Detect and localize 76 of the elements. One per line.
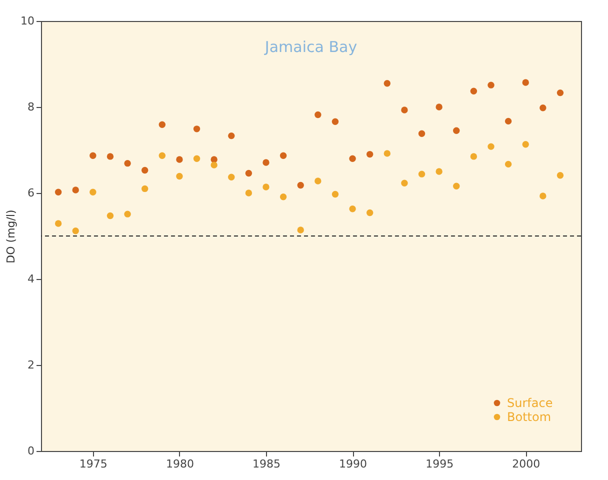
- point: [90, 188, 96, 196]
- point: [556, 89, 564, 96]
- point: [504, 118, 512, 125]
- point: [384, 150, 391, 157]
- point: [280, 152, 287, 159]
- y-tick-label: 4: [28, 272, 34, 286]
- point: [54, 220, 62, 227]
- point: [453, 127, 460, 134]
- point: [210, 162, 218, 168]
- x-tick-label: 1995: [426, 458, 454, 470]
- point: [314, 111, 322, 118]
- point: [72, 186, 79, 194]
- point: [436, 168, 442, 175]
- point: [262, 184, 270, 190]
- point: [332, 190, 339, 198]
- y-tick-label: 0: [28, 444, 34, 458]
- y-axis-title: DO (mg/l): [4, 210, 18, 264]
- point: [193, 126, 200, 132]
- text: Jamaica Bay: [264, 38, 358, 56]
- point: [106, 153, 114, 160]
- y-tick-label: 6: [28, 186, 34, 200]
- point: [176, 172, 183, 180]
- point: [488, 82, 494, 88]
- x-tick-label: 1975: [79, 458, 108, 470]
- point: [522, 141, 529, 148]
- point: [297, 226, 304, 234]
- point: [158, 121, 166, 128]
- point: [176, 156, 183, 163]
- point: [540, 192, 546, 200]
- x-tick-label: 1985: [252, 458, 280, 470]
- point: [332, 118, 339, 125]
- y-tick-label: 8: [28, 100, 34, 114]
- point: [401, 180, 408, 186]
- point: [262, 159, 270, 166]
- point: [436, 104, 442, 110]
- point: [245, 170, 252, 177]
- point: [280, 194, 287, 200]
- legend-label: Bottom: [507, 410, 552, 424]
- point: [384, 80, 391, 87]
- point: [228, 132, 235, 140]
- point: [158, 152, 166, 159]
- point: [349, 155, 356, 162]
- point: [72, 227, 79, 234]
- point: [366, 150, 374, 158]
- point: [401, 106, 408, 114]
- point: [349, 206, 356, 212]
- point: [54, 188, 62, 196]
- point: [210, 156, 218, 163]
- point: [297, 182, 304, 189]
- point: [488, 143, 494, 150]
- point: [106, 212, 114, 220]
- point: [556, 172, 564, 179]
- legend-label: Surface: [507, 396, 553, 410]
- y-tick-label: 2: [28, 358, 34, 372]
- point: [418, 170, 426, 178]
- point: [141, 185, 148, 192]
- y-tick-label: 10: [20, 14, 34, 28]
- x-tick-label: 2000: [512, 458, 540, 470]
- point: [124, 210, 131, 218]
- point: [314, 178, 322, 184]
- x-tick-label: 1980: [166, 458, 194, 470]
- point: [453, 182, 460, 190]
- point: [245, 190, 252, 196]
- point: [193, 155, 200, 162]
- x-tick-label: 1990: [339, 458, 368, 470]
- point: [124, 160, 131, 167]
- point: [228, 174, 235, 180]
- point: [366, 209, 374, 216]
- point: [470, 88, 478, 94]
- point: [141, 166, 148, 174]
- point: [470, 153, 478, 160]
- point: [522, 79, 529, 86]
- point: [90, 152, 96, 159]
- point: [418, 130, 426, 138]
- point: [504, 160, 512, 168]
- point: [540, 104, 546, 112]
